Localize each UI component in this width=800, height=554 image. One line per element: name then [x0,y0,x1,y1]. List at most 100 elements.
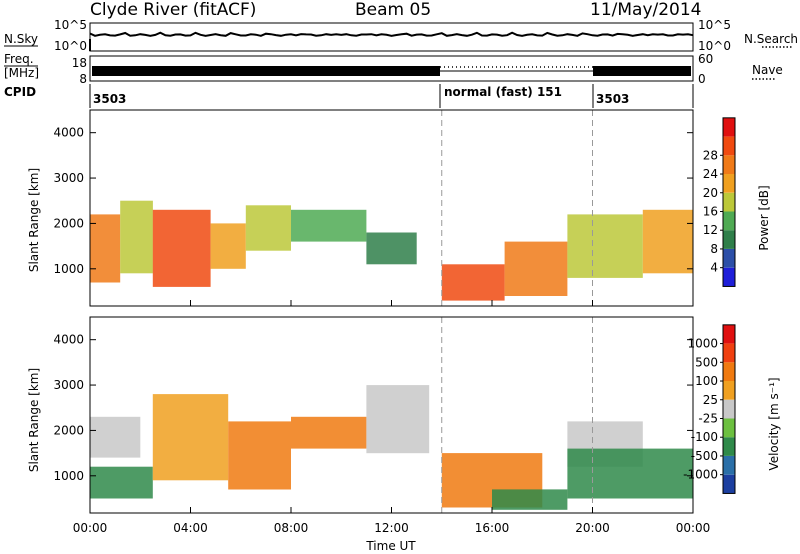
time-tick-label-0: 00:00 [73,521,108,535]
freq-tick-bottom: 8 [79,72,87,86]
velocity-echo-region [90,416,141,458]
power-colorbar-swatch [723,192,735,212]
freq-band-1 [92,66,440,76]
power-echo-region [245,205,291,251]
power-colorbar-label-5: 24 [703,167,718,181]
power-colorbar-label-6: 28 [703,148,718,162]
power-ylabel: Slant Range [km] [27,168,41,272]
cpid-seg-2: normal (fast) 151 [444,85,562,99]
power-echo-region [291,209,367,242]
power-colorbar-swatch [723,117,735,137]
power-echo-region [120,200,153,274]
time-tick-label-6: 00:00 [676,521,711,535]
date-title: 11/May/2014 [590,0,702,20]
velocity-echo-region [492,489,568,510]
power-colorbar-label-2: 12 [703,223,718,237]
cpid-seg-1: 3503 [93,92,126,106]
velocity-colorbar-swatch [723,343,735,363]
velocity-echo-region [228,421,291,490]
power-colorbar-swatch [723,155,735,174]
time-tick-label-5: 20:00 [575,521,610,535]
power-echo-region [642,209,694,274]
power-colorbar-label: Power [dB] [757,185,771,250]
power-y-axis: 1000 2000 3000 4000 [53,126,693,276]
cpid-seg-3: 3503 [596,92,629,106]
power-colorbar-swatch [723,211,735,231]
nsearch-tick-bottom: 10^0 [698,39,731,53]
freq-tick-top: 18 [72,56,87,70]
velocity-panel: 1000 2000 3000 4000 Slant Range [km] 1000 50… [27,316,781,514]
velocity-echo-region [291,416,367,449]
freq-band-2 [593,66,691,76]
station-title: Clyde River (fitACF) [90,0,256,20]
power-colorbar-frame [722,117,736,287]
nsky-panel: N.Sky 10^5 10^0 10^5 10^0 N.Search [4,18,798,53]
velocity-ytick-label: 1000 [53,469,84,483]
nsky-tick-bottom: 10^0 [54,39,87,53]
velocity-ytick-label: 4000 [53,333,84,347]
velocity-colorbar: 1000 500 100 25 -25 -100 -500 -1000 [683,324,736,494]
velocity-colorbar-label-2: 100 [695,374,718,388]
power-colorbar: 4 8 12 16 20 24 28 [703,117,736,287]
velocity-heatmap [90,317,693,513]
nave-tick-top: 60 [698,52,713,66]
power-echo-region [504,241,568,296]
velocity-colorbar-swatch [723,474,735,494]
power-echo-region [567,214,643,278]
velocity-colorbar-label-7: -1000 [683,468,718,482]
time-tick-label-3: 12:00 [374,521,409,535]
power-echo-region [366,232,417,265]
power-colorbar-label-0: 4 [710,261,718,275]
power-echo-region [210,223,246,269]
power-ytick-label: 1000 [53,262,84,276]
power-colorbar-swatch [723,230,735,249]
velocity-y-axis: 1000 2000 3000 4000 [53,333,693,483]
velocity-colorbar-label-4: -25 [698,411,718,425]
time-tick-label-2: 08:00 [274,521,309,535]
velocity-colorbar-swatch [723,381,735,400]
nsearch-label: N.Search [744,32,798,46]
velocity-colorbar-frame [722,324,736,494]
power-panel: 1000 2000 3000 4000 Slant Range [km] 4 8 12 16… [27,109,771,307]
power-colorbar-label-4: 20 [703,186,718,200]
velocity-colorbar-swatch [723,418,735,438]
velocity-ylabel: Slant Range [km] [27,368,41,472]
velocity-echo-region [152,394,229,481]
velocity-colorbar-swatch [723,399,735,419]
velocity-colorbar-swatch [723,455,735,475]
velocity-colorbar-swatch [723,362,735,381]
velocity-colorbar-label-1: 500 [695,355,718,369]
cpid-label: CPID [4,85,36,99]
velocity-echo-region [366,385,430,454]
nave-label: Nave [752,63,783,77]
velocity-colorbar-swatch [723,324,735,344]
freq-panel: Freq. [MHz] 18 8 60 0 Nave [4,52,783,86]
velocity-echo-region [567,448,693,499]
power-echo-region [152,209,211,287]
nave-tick-bottom: 0 [698,72,706,86]
time-tick-label-4: 16:00 [475,521,510,535]
power-colorbar-swatch [723,174,735,193]
time-axis-label: Time UT [365,539,416,553]
velocity-ytick-label: 3000 [53,378,84,392]
power-ytick-label: 4000 [53,126,84,140]
time-axis: 00:00 04:00 08:00 12:00 16:00 20:00 00:00 [73,300,711,535]
power-echo-region [90,214,121,283]
power-colorbar-swatch [723,248,735,268]
beam-title: Beam 05 [355,0,431,20]
velocity-ytick-label: 2000 [53,423,84,437]
nsky-trace [89,31,694,37]
time-tick-label-1: 04:00 [173,521,208,535]
nsky-label: N.Sky [4,32,38,46]
power-colorbar-label-1: 8 [710,242,718,256]
power-ytick-label: 2000 [53,216,84,230]
nsky-tick-top: 10^5 [54,18,87,32]
power-colorbar-swatch [723,267,735,287]
power-colorbar-swatch [723,136,735,156]
velocity-colorbar-label-0: 1000 [687,337,718,351]
power-ytick-label: 3000 [53,171,84,185]
freq-unit: [MHz] [4,66,39,80]
cpid-panel: CPID 3503 normal (fast) 151 3503 [4,84,694,108]
velocity-colorbar-label: Velocity [m s⁻¹] [767,377,781,470]
